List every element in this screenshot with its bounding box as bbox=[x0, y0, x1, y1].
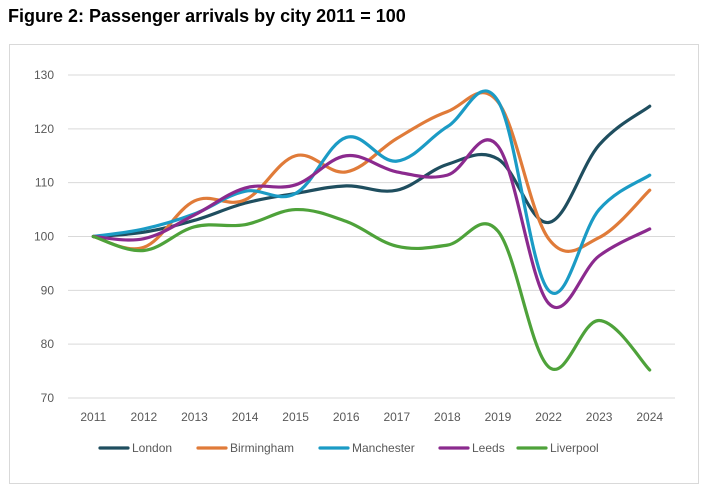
x-tick-label: 2014 bbox=[232, 410, 259, 424]
figure-title: Figure 2: Passenger arrivals by city 201… bbox=[8, 6, 406, 26]
series-line-liverpool bbox=[91, 207, 652, 372]
y-tick-label: 80 bbox=[41, 337, 55, 351]
x-tick-label: 2013 bbox=[181, 410, 208, 424]
legend-label-manchester: Manchester bbox=[352, 441, 415, 455]
x-tick-label: 2015 bbox=[282, 410, 309, 424]
y-tick-label: 90 bbox=[41, 283, 55, 297]
y-tick-label: 130 bbox=[34, 68, 54, 82]
x-tick-label: 2017 bbox=[383, 410, 410, 424]
x-tick-label: 2016 bbox=[333, 410, 360, 424]
legend-label-leeds: Leeds bbox=[472, 441, 505, 455]
series-line-london bbox=[91, 104, 652, 239]
chart-area: 70 80 90 100 110 120 130 2011 2012 2013 2014 2015 20… bbox=[9, 44, 699, 484]
x-tick-label: 2011 bbox=[80, 410, 106, 424]
y-tick-label: 70 bbox=[41, 391, 55, 405]
series-line-birmingham bbox=[91, 91, 652, 253]
x-tick-label: 2022 bbox=[535, 410, 562, 424]
y-tick-label: 110 bbox=[35, 176, 54, 190]
x-tick-label: 2019 bbox=[485, 410, 512, 424]
series-line-leeds bbox=[91, 138, 652, 310]
x-tick-label: 2018 bbox=[434, 410, 461, 424]
x-tick-label: 2012 bbox=[131, 410, 158, 424]
legend-label-london: London bbox=[132, 441, 172, 455]
line-chart: 70 80 90 100 110 120 130 2011 2012 2013 2014 2015 20… bbox=[34, 68, 675, 455]
legend-label-birmingham: Birmingham bbox=[230, 441, 294, 455]
y-tick-label: 120 bbox=[34, 122, 54, 136]
series-line-manchester bbox=[91, 89, 652, 295]
x-tick-label: 2024 bbox=[636, 410, 663, 424]
legend-label-liverpool: Liverpool bbox=[550, 441, 599, 455]
y-tick-label: 100 bbox=[34, 230, 54, 244]
x-tick-label: 2023 bbox=[586, 410, 613, 424]
